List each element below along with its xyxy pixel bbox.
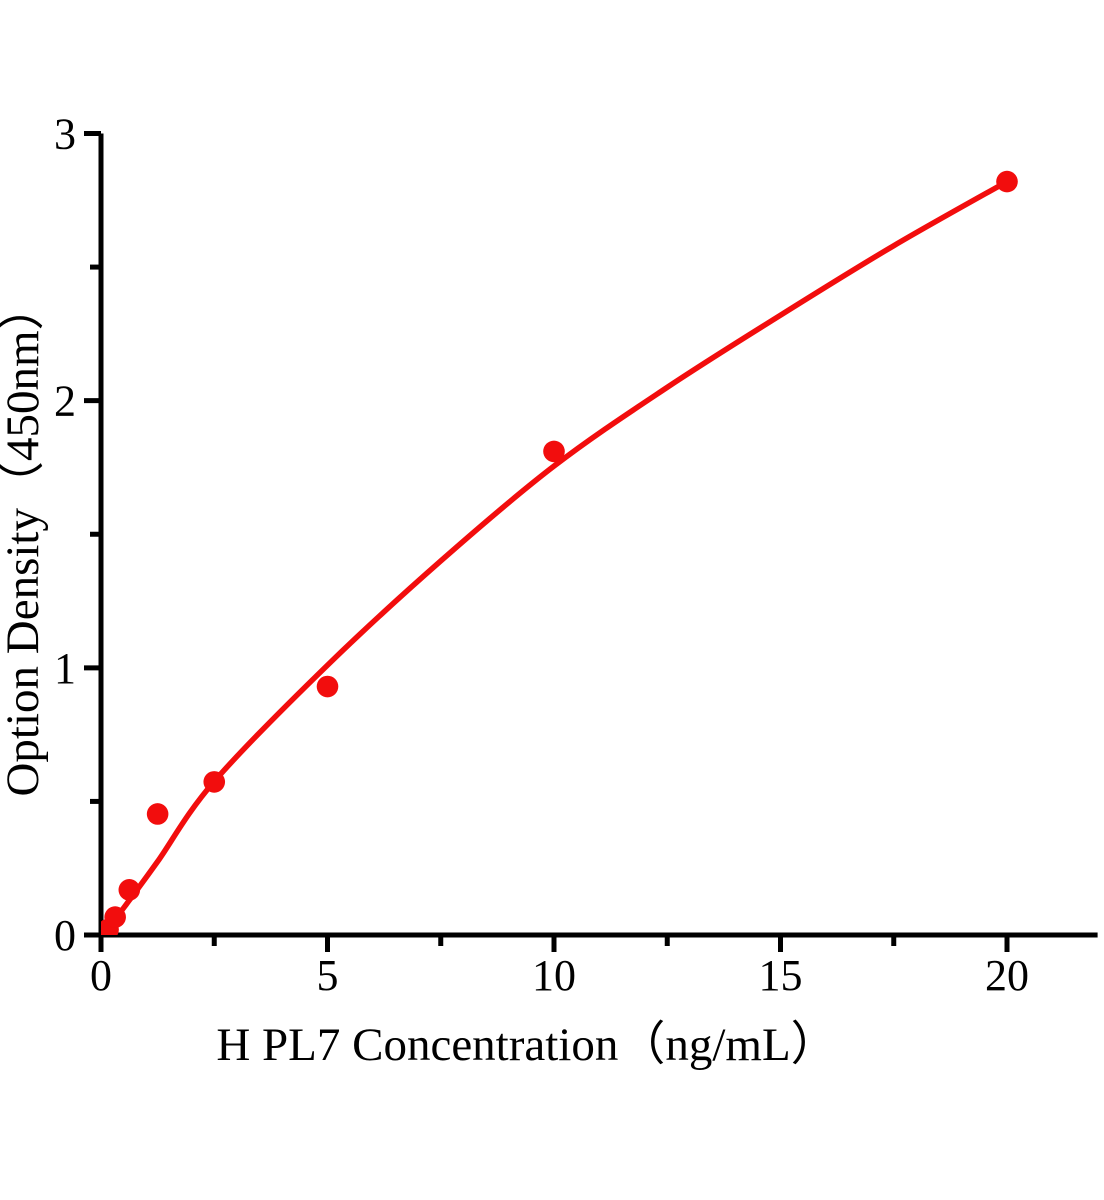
x-tick-label: 15 bbox=[759, 951, 803, 1000]
data-series-layer bbox=[101, 170, 1018, 935]
data-point bbox=[316, 675, 339, 698]
fit-curve bbox=[101, 178, 1010, 935]
x-axis-title: H PL7 Concentration（ng/mL） bbox=[216, 1019, 837, 1071]
y-tick-label: 0 bbox=[54, 911, 76, 960]
y-tick-label: 2 bbox=[54, 377, 76, 426]
data-point bbox=[104, 906, 126, 928]
y-tick-label: 1 bbox=[54, 644, 76, 693]
data-point bbox=[146, 803, 169, 825]
x-tick-label: 20 bbox=[985, 951, 1029, 1000]
axis-spine bbox=[98, 133, 1098, 938]
data-point bbox=[203, 771, 226, 793]
data-point bbox=[996, 170, 1018, 193]
x-tick-label: 0 bbox=[90, 951, 112, 1000]
x-tick-label: 10 bbox=[532, 951, 576, 1000]
data-point bbox=[543, 440, 565, 463]
axes-layer: 0 5 10 15 20 0 1 2 3 bbox=[54, 109, 1098, 1000]
data-point bbox=[118, 879, 141, 901]
x-tick-label: 5 bbox=[317, 951, 339, 1000]
y-axis-title: Option Density（450nm） bbox=[0, 283, 49, 796]
y-tick-label: 3 bbox=[54, 109, 76, 158]
